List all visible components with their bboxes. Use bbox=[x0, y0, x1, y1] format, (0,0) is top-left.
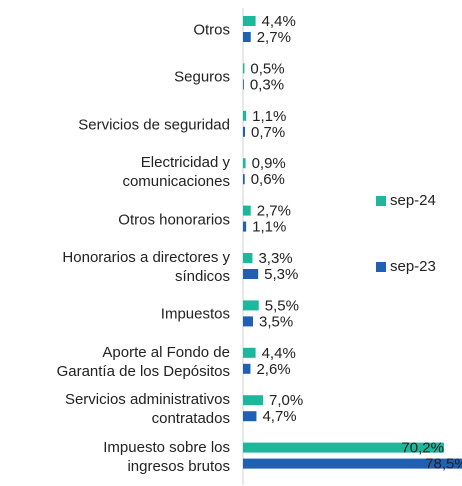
bar bbox=[243, 269, 259, 279]
bar bbox=[243, 395, 264, 406]
bar bbox=[243, 363, 251, 374]
value-label: 0,3% bbox=[250, 76, 284, 93]
bar bbox=[243, 63, 245, 74]
value-label: 0,9% bbox=[252, 155, 286, 172]
category-label: Seguros bbox=[174, 68, 230, 86]
value-label: 5,3% bbox=[264, 266, 298, 283]
bar bbox=[243, 458, 462, 469]
value-label: 7,0% bbox=[269, 392, 303, 409]
value-label: 2,6% bbox=[256, 361, 290, 378]
category-label: Impuesto sobre los ingresos brutos bbox=[103, 438, 230, 475]
value-label: 5,5% bbox=[265, 297, 299, 314]
value-label: 0,6% bbox=[251, 171, 285, 188]
legend-label: sep-24 bbox=[390, 192, 436, 209]
category-label: Servicios de seguridad bbox=[78, 116, 230, 134]
value-label: 3,5% bbox=[259, 313, 293, 330]
bar bbox=[243, 158, 246, 169]
bar bbox=[243, 411, 257, 422]
value-label: 70,2% bbox=[401, 440, 444, 457]
bar bbox=[243, 253, 253, 263]
value-label: 0,5% bbox=[250, 60, 284, 77]
value-label: 78,5% bbox=[425, 456, 462, 473]
category-label: Servicios administrativos contratados bbox=[64, 391, 230, 428]
bar bbox=[243, 79, 244, 90]
bar bbox=[243, 221, 247, 232]
value-label: 4,4% bbox=[262, 13, 296, 30]
category-label: Honorarios a directores y síndicos bbox=[62, 249, 230, 285]
legend-swatch bbox=[376, 262, 386, 272]
bar bbox=[243, 32, 251, 42]
value-label: 2,7% bbox=[257, 29, 291, 46]
value-label: 1,1% bbox=[252, 108, 286, 125]
bar bbox=[243, 442, 444, 453]
value-label: 4,4% bbox=[262, 345, 296, 362]
bar bbox=[243, 205, 251, 216]
value-label: 4,7% bbox=[262, 408, 296, 425]
legend-swatch bbox=[376, 196, 386, 206]
value-label: 2,7% bbox=[257, 203, 291, 220]
bar bbox=[243, 16, 256, 26]
bar bbox=[243, 110, 247, 121]
value-label: 3,3% bbox=[258, 250, 292, 267]
value-label: 1,1% bbox=[252, 219, 286, 236]
bar bbox=[243, 300, 259, 311]
bar bbox=[243, 174, 245, 185]
category-label: Impuestos bbox=[160, 305, 230, 323]
category-label: Otros bbox=[193, 21, 230, 39]
legend-label: sep-23 bbox=[390, 258, 436, 275]
bar bbox=[243, 347, 256, 358]
category-label: Otros honorarios bbox=[118, 211, 230, 229]
value-label: 0,7% bbox=[251, 124, 285, 141]
bar bbox=[243, 126, 246, 137]
bar bbox=[243, 316, 254, 327]
category-label: Aporte al Fondo de Garantía de los Depós… bbox=[56, 343, 230, 380]
category-label: Electricidad y comunicaciones bbox=[122, 154, 230, 191]
